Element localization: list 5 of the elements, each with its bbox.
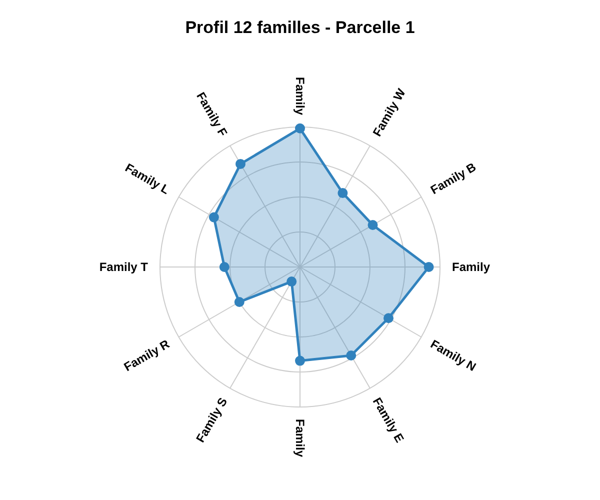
- spoke-label: Family: [293, 76, 307, 116]
- spoke-label: Family T: [99, 260, 149, 274]
- chart-title: Profil 12 familles - Parcelle 1: [184, 18, 416, 39]
- spoke-label: Family: [293, 419, 307, 458]
- spoke-label: Family: [452, 260, 490, 274]
